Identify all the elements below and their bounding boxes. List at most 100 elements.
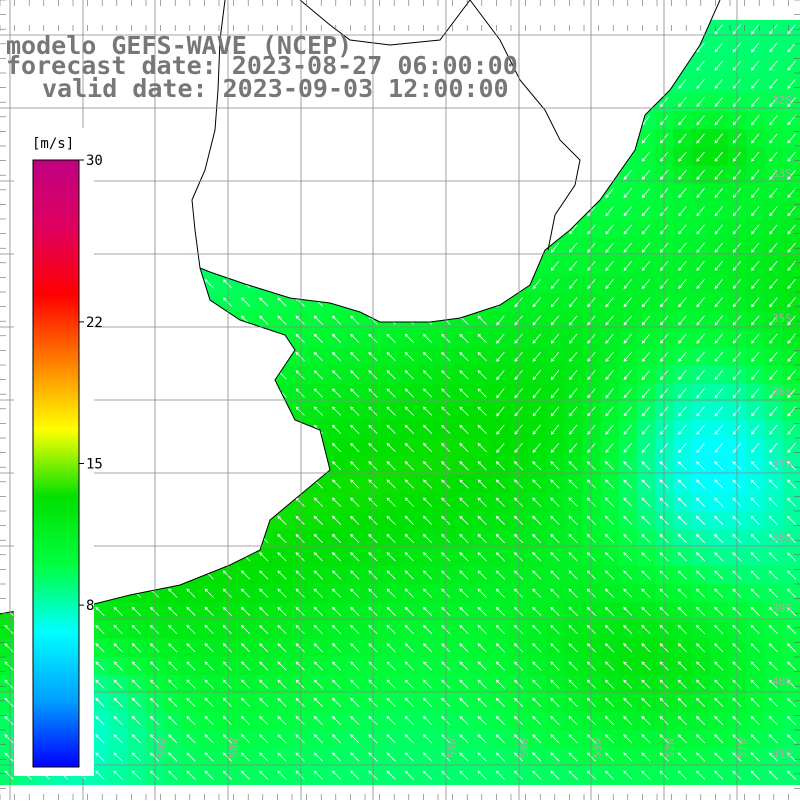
wind-arrow <box>331 479 342 489</box>
wind-cell <box>655 293 674 312</box>
wind-arrow <box>295 624 305 635</box>
wind-arrow <box>786 461 797 471</box>
wind-arrow <box>605 224 614 235</box>
wind-arrow <box>422 661 433 671</box>
wind-arrow <box>131 734 141 744</box>
wind-cell <box>709 365 729 385</box>
wind-arrow <box>641 297 651 308</box>
wind-arrow <box>204 697 214 707</box>
wind-cell <box>746 74 765 94</box>
wind-cell <box>782 748 800 767</box>
wind-cell <box>655 202 674 221</box>
wind-arrow <box>404 424 414 434</box>
wind-cell <box>709 74 729 94</box>
wind-arrow <box>750 42 760 53</box>
wind-arrow <box>678 242 687 253</box>
wind-arrow <box>295 661 305 671</box>
wind-arrow <box>677 552 687 562</box>
wind-arrow <box>550 770 560 780</box>
wind-arrow <box>586 552 596 562</box>
wind-arrow <box>350 424 360 434</box>
wind-arrow <box>604 715 615 726</box>
wind-arrow <box>131 770 141 780</box>
wind-arrow <box>714 442 724 453</box>
wind-arrow <box>495 570 505 580</box>
wind-arrow <box>459 588 469 598</box>
wind-arrow <box>4 697 14 707</box>
wind-arrow <box>641 588 651 598</box>
wind-cell <box>764 274 784 294</box>
wind-arrow <box>113 697 123 707</box>
wind-arrow <box>678 406 687 417</box>
wind-arrow <box>641 715 651 726</box>
wind-cell <box>655 402 674 421</box>
wind-arrow <box>586 606 596 616</box>
wind-arrow <box>550 242 560 253</box>
wind-arrow <box>586 715 596 726</box>
wind-cell <box>764 111 784 130</box>
wind-arrow <box>386 406 396 416</box>
wind-arrow <box>587 351 596 362</box>
wind-arrow <box>550 606 560 616</box>
lon-label: 52W <box>664 738 677 758</box>
wind-cell <box>746 20 765 39</box>
wind-arrow <box>587 424 596 435</box>
wind-arrow <box>331 679 342 689</box>
wind-arrow <box>750 461 760 471</box>
wind-cell <box>691 438 711 458</box>
wind-arrow <box>677 588 687 598</box>
wind-arrow <box>386 370 396 380</box>
wind-arrow <box>604 588 615 598</box>
wind-arrow <box>587 224 596 235</box>
wind-arrow <box>677 734 687 744</box>
wind-arrow <box>695 643 706 653</box>
wind-arrow <box>240 570 251 580</box>
wind-cell <box>691 202 711 221</box>
lon-label: 58W <box>228 738 241 758</box>
wind-arrow <box>750 552 760 562</box>
wind-arrow <box>604 770 615 780</box>
wind-cell <box>691 365 711 385</box>
wind-arrow <box>769 424 778 435</box>
wind-cell <box>691 74 711 94</box>
wind-arrow <box>604 479 615 489</box>
wind-arrow <box>532 770 542 780</box>
wind-arrow <box>769 97 778 108</box>
wind-cell <box>709 111 729 130</box>
wind-arrow <box>750 752 760 762</box>
border-line <box>469 0 581 251</box>
wind-cell <box>618 293 638 312</box>
wind-arrow <box>532 479 542 489</box>
wind-arrow <box>496 370 505 381</box>
wind-arrow <box>623 260 633 271</box>
wind-cell <box>637 365 656 385</box>
wind-arrow <box>222 643 232 653</box>
wind-arrow <box>277 533 287 544</box>
wind-arrow <box>4 679 14 689</box>
wind-cell <box>746 38 765 57</box>
wind-arrow <box>586 588 596 598</box>
wind-cell <box>746 220 765 239</box>
wind-arrow <box>623 624 633 635</box>
wind-arrow <box>586 570 596 580</box>
wind-arrow <box>313 770 323 780</box>
wind-arrow <box>240 679 251 689</box>
wind-cell <box>709 347 729 367</box>
wind-arrow <box>678 260 687 271</box>
wind-cell <box>546 365 565 385</box>
wind-arrow <box>714 297 724 308</box>
wind-arrow <box>695 515 706 525</box>
wind-arrow <box>678 315 687 326</box>
wind-arrow <box>168 752 178 762</box>
wind-arrow <box>605 351 614 362</box>
wind-arrow <box>568 442 578 453</box>
wind-arrow <box>168 715 178 726</box>
wind-arrow <box>768 624 778 635</box>
wind-arrow <box>586 643 596 653</box>
wind-cell <box>691 384 711 403</box>
wind-arrow <box>641 679 651 689</box>
wind-cell <box>728 438 747 458</box>
wind-arrow <box>386 643 396 653</box>
wind-arrow <box>568 406 578 417</box>
